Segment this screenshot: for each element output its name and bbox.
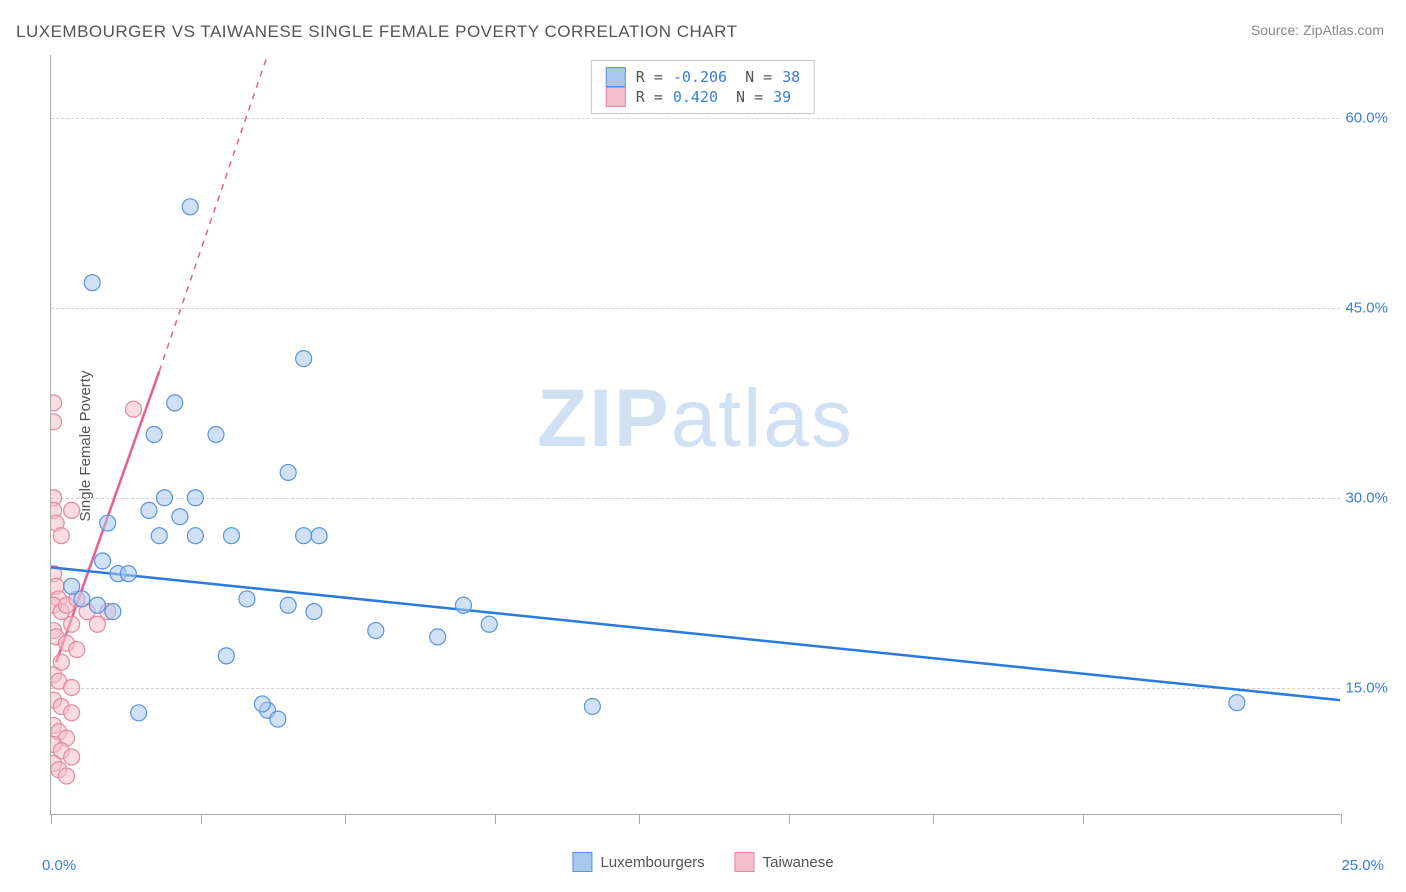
x-tick (1083, 814, 1084, 824)
legend-swatch-2 (606, 87, 626, 107)
plot-svg (51, 55, 1340, 814)
x-tick (51, 814, 52, 824)
source-label: Source: ZipAtlas.com (1251, 22, 1384, 38)
legend-item-1: Luxembourgers (572, 852, 704, 872)
x-tick (639, 814, 640, 824)
legend-name-1: Luxembourgers (600, 854, 704, 871)
legend-r-label-1: R = (636, 68, 663, 86)
legend-series: Luxembourgers Taiwanese (572, 852, 833, 872)
legend-swatch-1b (572, 852, 592, 872)
x-tick (933, 814, 934, 824)
y-tick-label: 60.0% (1345, 110, 1388, 127)
legend-row-1: R = -0.206 N = 38 (606, 67, 800, 87)
legend-r-value-1: -0.206 (673, 68, 727, 86)
legend-row-2: R = 0.420 N = 39 (606, 87, 800, 107)
y-tick-label: 45.0% (1345, 300, 1388, 317)
y-tick-label: 15.0% (1345, 680, 1388, 697)
legend-item-2: Taiwanese (735, 852, 834, 872)
legend-swatch-1 (606, 67, 626, 87)
x-tick (345, 814, 346, 824)
legend-n-label-2: N = (736, 88, 763, 106)
x-tick (1341, 814, 1342, 824)
x-tick (201, 814, 202, 824)
legend-correlation: R = -0.206 N = 38 R = 0.420 N = 39 (591, 60, 815, 114)
chart-title: LUXEMBOURGER VS TAIWANESE SINGLE FEMALE … (16, 22, 737, 42)
legend-swatch-2b (735, 852, 755, 872)
x-tick-label-min: 0.0% (42, 857, 76, 874)
plot-area: ZIPatlas (50, 55, 1340, 815)
x-tick (789, 814, 790, 824)
legend-n-value-2: 39 (773, 88, 791, 106)
legend-n-label-1: N = (745, 68, 772, 86)
legend-r-value-2: 0.420 (673, 88, 718, 106)
x-tick (495, 814, 496, 824)
y-tick-label: 30.0% (1345, 490, 1388, 507)
legend-n-value-1: 38 (782, 68, 800, 86)
chart-container: LUXEMBOURGER VS TAIWANESE SINGLE FEMALE … (0, 0, 1406, 892)
legend-r-label-2: R = (636, 88, 663, 106)
legend-name-2: Taiwanese (763, 854, 834, 871)
x-tick-label-max: 25.0% (1341, 857, 1384, 874)
